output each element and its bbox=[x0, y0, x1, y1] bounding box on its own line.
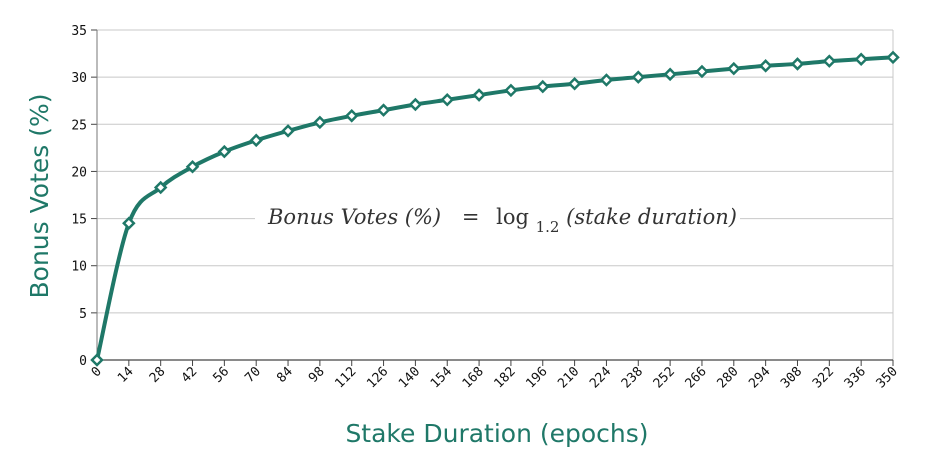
x-tick-label: 280 bbox=[714, 364, 741, 391]
x-tick-label: 196 bbox=[523, 364, 550, 391]
data-point bbox=[631, 70, 646, 84]
x-axis-title: Stake Duration (epochs) bbox=[345, 419, 648, 448]
x-tick-label: 252 bbox=[651, 364, 678, 391]
data-point bbox=[90, 353, 104, 367]
x-tick-label: 182 bbox=[492, 364, 519, 391]
data-point bbox=[122, 216, 136, 231]
formula-arg: (stake duration) bbox=[566, 205, 737, 229]
x-tick-label: 336 bbox=[842, 364, 869, 391]
data-point bbox=[790, 57, 805, 71]
formula-equals: = bbox=[462, 205, 480, 229]
data-point bbox=[599, 73, 614, 87]
data-point bbox=[408, 97, 423, 112]
x-tick-label: 112 bbox=[332, 364, 359, 391]
y-tick-label: 35 bbox=[71, 24, 87, 39]
x-tick-label: 154 bbox=[428, 364, 455, 391]
x-tick-label: 210 bbox=[555, 364, 582, 391]
data-point bbox=[153, 180, 168, 195]
formula-background bbox=[255, 195, 740, 240]
formula-base: 1.2 bbox=[536, 218, 560, 236]
data-point bbox=[663, 67, 677, 82]
data-point bbox=[886, 50, 900, 65]
x-tick-label: 70 bbox=[242, 364, 264, 386]
gridlines bbox=[97, 29, 893, 314]
data-point bbox=[727, 61, 741, 76]
x-tick-label: 140 bbox=[396, 364, 423, 391]
data-point bbox=[249, 133, 263, 148]
y-tick-label: 0 bbox=[79, 354, 87, 369]
y-tick-label: 20 bbox=[71, 165, 87, 180]
x-tick-label: 224 bbox=[587, 364, 614, 391]
x-axis-ticks: 0 14 28 42 56 70 84 98 112 126 140 154 168 182 196 210 2… bbox=[89, 360, 901, 391]
x-tick-label: 322 bbox=[810, 364, 837, 391]
x-tick-label: 28 bbox=[147, 364, 169, 386]
x-tick-label: 266 bbox=[683, 364, 710, 391]
data-point bbox=[695, 64, 709, 79]
data-point bbox=[376, 103, 391, 117]
data-point bbox=[504, 83, 518, 98]
data-point bbox=[217, 144, 232, 159]
data-point bbox=[472, 88, 486, 102]
x-tick-label: 350 bbox=[874, 364, 901, 391]
data-point bbox=[535, 79, 550, 94]
x-tick-label: 14 bbox=[115, 364, 137, 386]
y-axis-ticks: 0 5 10 15 20 25 30 35 bbox=[71, 24, 97, 369]
data-point bbox=[344, 109, 359, 123]
data-point bbox=[185, 159, 200, 174]
x-tick-label: 98 bbox=[306, 364, 328, 386]
x-tick-label: 42 bbox=[179, 364, 201, 386]
data-point bbox=[822, 54, 837, 68]
data-point bbox=[758, 59, 773, 73]
x-tick-label: 56 bbox=[211, 364, 233, 386]
formula-lhs: Bonus Votes (%) bbox=[267, 205, 441, 229]
x-tick-label: 294 bbox=[746, 364, 773, 391]
x-tick-label: 126 bbox=[364, 364, 391, 391]
formula-annotation: Bonus Votes (%) = log 1.2 (stake duratio… bbox=[267, 205, 737, 237]
data-point bbox=[854, 52, 868, 66]
data-point bbox=[313, 115, 327, 130]
series-markers bbox=[90, 50, 900, 367]
x-tick-label: 0 bbox=[89, 364, 105, 380]
data-point bbox=[567, 76, 582, 91]
y-axis-title: Bonus Votes (%) bbox=[25, 94, 54, 299]
y-tick-label: 25 bbox=[71, 118, 87, 133]
y-tick-label: 30 bbox=[71, 71, 87, 86]
x-tick-label: 308 bbox=[778, 364, 805, 391]
data-point bbox=[440, 93, 455, 107]
x-tick-label: 168 bbox=[460, 364, 487, 391]
y-tick-label: 5 bbox=[79, 307, 87, 322]
x-tick-label: 238 bbox=[619, 364, 646, 391]
y-tick-label: 15 bbox=[71, 213, 87, 228]
formula-func: log bbox=[496, 205, 529, 229]
data-point bbox=[281, 124, 295, 138]
x-tick-label: 84 bbox=[274, 364, 296, 386]
y-tick-label: 10 bbox=[71, 260, 87, 275]
